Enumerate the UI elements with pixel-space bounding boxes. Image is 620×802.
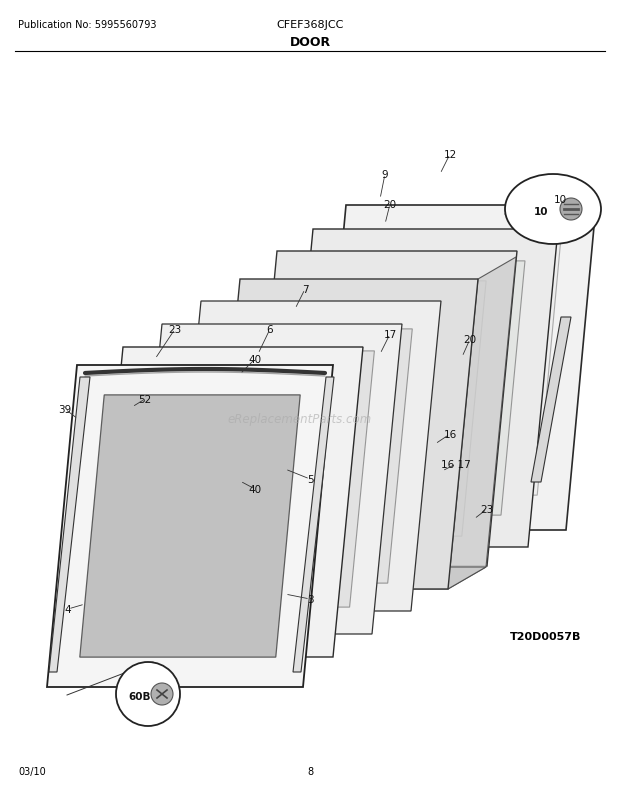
Polygon shape bbox=[351, 241, 560, 496]
Text: Publication No: 5995560793: Publication No: 5995560793 bbox=[18, 20, 156, 30]
Text: T20D0057B: T20D0057B bbox=[510, 631, 582, 642]
Text: 10: 10 bbox=[534, 207, 548, 217]
Text: 6: 6 bbox=[267, 325, 273, 334]
Polygon shape bbox=[278, 282, 486, 537]
Polygon shape bbox=[200, 330, 412, 583]
Text: DOOR: DOOR bbox=[290, 36, 330, 49]
Polygon shape bbox=[316, 261, 525, 516]
Polygon shape bbox=[210, 567, 486, 589]
Text: 16 17: 16 17 bbox=[441, 460, 471, 469]
Polygon shape bbox=[80, 395, 300, 658]
Text: CFEF368JCC: CFEF368JCC bbox=[277, 20, 343, 30]
Text: 17: 17 bbox=[383, 330, 397, 339]
Text: 23: 23 bbox=[169, 325, 182, 334]
Text: eReplacementParts.com: eReplacementParts.com bbox=[228, 413, 372, 426]
Text: 8: 8 bbox=[307, 766, 313, 776]
Polygon shape bbox=[171, 302, 441, 611]
Text: 4: 4 bbox=[64, 604, 71, 614]
Text: 39: 39 bbox=[58, 404, 72, 415]
Text: 23: 23 bbox=[480, 504, 494, 514]
Text: 40: 40 bbox=[249, 354, 262, 365]
Polygon shape bbox=[247, 252, 517, 566]
Text: 40: 40 bbox=[249, 484, 262, 494]
Polygon shape bbox=[210, 280, 478, 589]
Polygon shape bbox=[448, 257, 516, 589]
Text: 20: 20 bbox=[383, 200, 397, 210]
Circle shape bbox=[560, 199, 582, 221]
Text: 5: 5 bbox=[307, 475, 313, 484]
Polygon shape bbox=[132, 325, 402, 634]
Text: 7: 7 bbox=[302, 285, 308, 294]
Polygon shape bbox=[93, 347, 363, 657]
Text: 20: 20 bbox=[463, 334, 477, 345]
Polygon shape bbox=[49, 378, 90, 672]
Circle shape bbox=[116, 662, 180, 726]
Polygon shape bbox=[293, 378, 334, 672]
Polygon shape bbox=[47, 366, 333, 687]
Polygon shape bbox=[159, 351, 374, 607]
Text: 60B: 60B bbox=[129, 691, 151, 701]
Polygon shape bbox=[531, 318, 571, 482]
Text: 12: 12 bbox=[443, 150, 456, 160]
Polygon shape bbox=[73, 432, 113, 597]
Polygon shape bbox=[316, 206, 596, 530]
Text: 9: 9 bbox=[382, 170, 388, 180]
Text: 16: 16 bbox=[443, 429, 456, 439]
Text: 52: 52 bbox=[138, 395, 152, 404]
Ellipse shape bbox=[505, 175, 601, 245]
Circle shape bbox=[151, 683, 173, 705]
Polygon shape bbox=[283, 229, 558, 547]
Text: 03/10: 03/10 bbox=[18, 766, 46, 776]
Text: 3: 3 bbox=[307, 594, 313, 604]
Text: 10: 10 bbox=[554, 195, 567, 205]
